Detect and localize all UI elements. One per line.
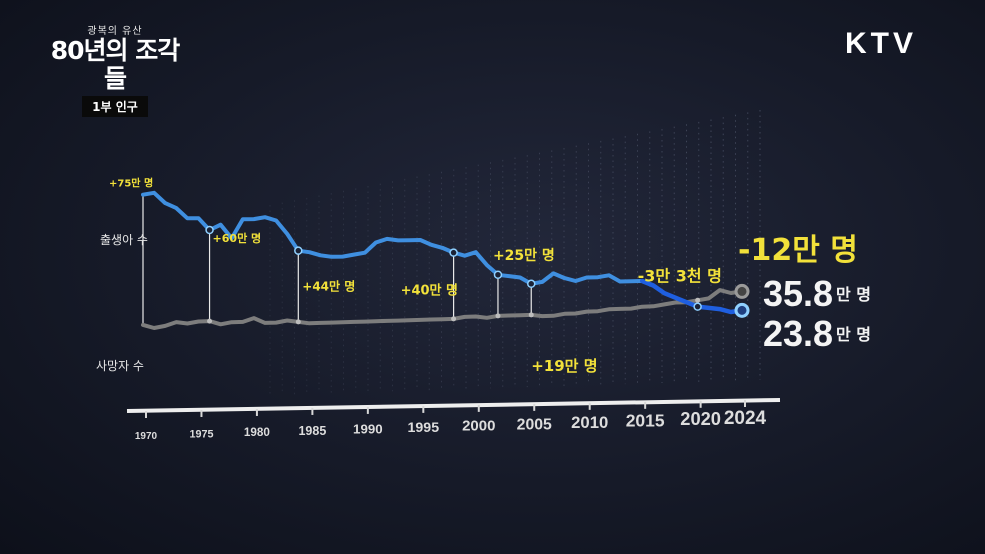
- channel-logo: KTV: [845, 27, 917, 60]
- series-lines: [141, 190, 750, 330]
- gap-annotation-label: -3만 3천 명: [638, 267, 722, 286]
- x-tick-label: 1990: [353, 421, 383, 436]
- x-tick-label: 1975: [189, 429, 213, 441]
- gap-annotation-label: +19만 명: [531, 357, 597, 375]
- episode-label: 1부 인구: [82, 96, 148, 117]
- x-tick-label: 2015: [626, 411, 665, 431]
- births-point-marker: [294, 246, 303, 255]
- births-point-marker: [449, 248, 458, 257]
- program-subtitle: 광복의 유산: [87, 26, 143, 37]
- x-tick-label: 1980: [244, 426, 271, 439]
- x-tick-label: 1970: [135, 431, 158, 442]
- gap-annotation-label: +40만 명: [401, 283, 458, 299]
- deaths-point-marker: [528, 312, 534, 318]
- x-tick-label: 2000: [462, 418, 495, 435]
- births-point-marker: [205, 225, 214, 235]
- x-tick-label: 2024: [724, 408, 767, 429]
- x-tick-label: 2020: [680, 408, 721, 429]
- gap-annotation-label: +44만 명: [302, 279, 355, 294]
- x-axis-line: [126, 398, 781, 413]
- births-end-marker: [734, 302, 750, 318]
- births-point-marker: [526, 279, 536, 289]
- x-tick-label: 1985: [298, 424, 326, 438]
- deaths-series-line: [141, 288, 744, 330]
- deaths-point-marker: [695, 297, 701, 303]
- gap-drop-lines: [142, 194, 699, 325]
- gap-annotation-label: +25만 명: [493, 247, 555, 264]
- deaths-end-marker: [734, 283, 750, 299]
- deaths-point-marker: [451, 316, 457, 322]
- program-title: 80년의 조각들: [50, 36, 181, 93]
- births-series-line-recent: [639, 278, 745, 315]
- births-point-marker: [493, 270, 503, 280]
- births-series-label: 출생아 수: [100, 233, 148, 247]
- deaths-end-value: 35.8: [763, 273, 833, 314]
- x-tick-label: 2010: [571, 413, 608, 432]
- deaths-point-marker: [495, 313, 501, 319]
- births-end-value: 23.8: [763, 313, 833, 354]
- x-tick-label: 1995: [408, 420, 440, 436]
- deaths-point-marker: [207, 318, 213, 324]
- program-branding: 광복의 유산 80년의 조각들 1부 인구: [40, 22, 190, 117]
- births-point-marker: [693, 302, 702, 311]
- gap-annotation-label: +60만 명: [213, 231, 262, 245]
- births-end-unit: 만 명: [836, 325, 871, 344]
- deaths-end-unit: 만 명: [836, 285, 871, 304]
- births-series-line: [141, 190, 645, 286]
- gap-annotation-label: +75만 명: [109, 177, 153, 190]
- deaths-series-label: 사망자 수: [96, 359, 144, 373]
- x-tick-label: 2005: [517, 416, 552, 433]
- deaths-point-marker: [295, 319, 301, 325]
- gap-headline-label: -12만 명: [738, 233, 858, 268]
- x-axis: 1970 1975 1980 1985 1990 1995 2000 2005 2010 2015…: [126, 398, 781, 442]
